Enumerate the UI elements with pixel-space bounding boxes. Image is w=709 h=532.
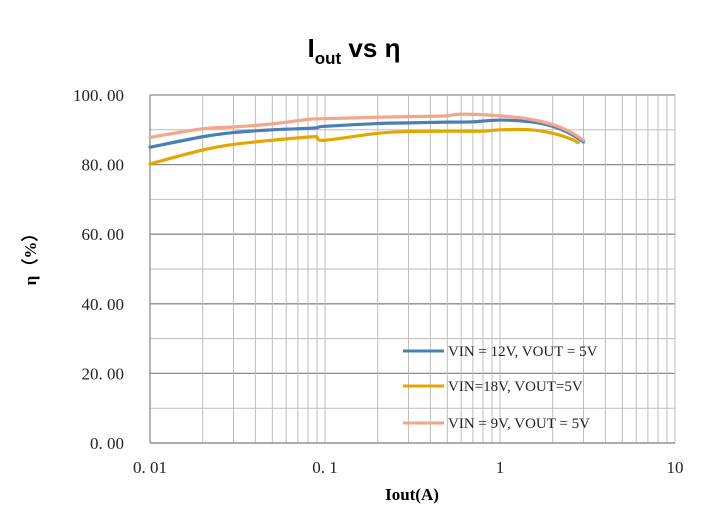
series-line-1 bbox=[148, 127, 580, 166]
chart-title-rest: vs η bbox=[341, 33, 400, 63]
y-tick-label: 100. 00 bbox=[73, 86, 124, 105]
legend-label-0: VIN = 12V, VOUT = 5V bbox=[448, 344, 598, 360]
y-tick-label: 40. 00 bbox=[82, 295, 125, 314]
x-tick-labels: 0. 01 0. 1 1 10 bbox=[133, 458, 684, 477]
chart-title: Iout vs η bbox=[308, 33, 401, 68]
x-tick-label: 1 bbox=[496, 458, 505, 477]
x-axis-label: Iout(A) bbox=[385, 485, 439, 504]
x-tick-label: 0. 01 bbox=[133, 458, 167, 477]
legend: VIN = 12V, VOUT = 5V VIN=18V, VOUT=5V VIN … bbox=[403, 344, 598, 432]
y-axis-label: η（%） bbox=[20, 225, 40, 286]
y-tick-label: 0. 00 bbox=[90, 434, 124, 453]
y-tick-label: 80. 00 bbox=[82, 156, 125, 175]
y-tick-label: 60. 00 bbox=[82, 225, 125, 244]
x-tick-label: 10 bbox=[667, 458, 684, 477]
y-tick-labels: 0. 00 20. 00 40. 00 60. 00 80. 00 100. 00 bbox=[73, 86, 124, 453]
legend-label-1: VIN=18V, VOUT=5V bbox=[448, 379, 583, 395]
chart-title-main: I bbox=[308, 33, 315, 63]
series-line-0 bbox=[148, 118, 586, 149]
grid bbox=[149, 94, 676, 444]
chart-title-sub: out bbox=[315, 49, 342, 68]
series-line-2 bbox=[148, 112, 586, 142]
y-tick-label: 20. 00 bbox=[82, 364, 125, 383]
series-lines bbox=[148, 112, 586, 166]
x-tick-label: 0. 1 bbox=[312, 458, 338, 477]
legend-label-2: VIN = 9V, VOUT = 5V bbox=[448, 416, 590, 432]
